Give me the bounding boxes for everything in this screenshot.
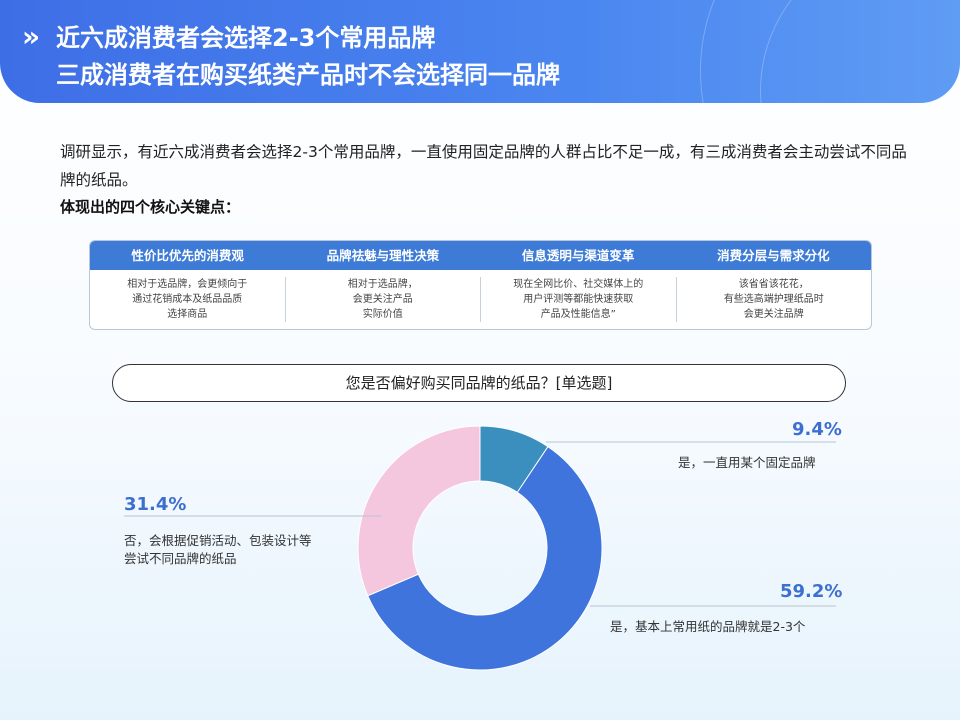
key-point-desc: 相对于选品牌，会更倾向于 通过花销成本及纸品品质 选择商品: [90, 276, 286, 322]
slice-c-label-line1: 否，会根据促销活动、包装设计等: [124, 533, 312, 548]
key-point-title: 品牌祛魅与理性决策: [326, 248, 440, 263]
slice-a-percent: 9.4%: [792, 419, 842, 440]
key-point-title: 消费分层与需求分化: [717, 248, 830, 263]
key-points-heading: 体现出的四个核心关键点：: [60, 198, 241, 216]
donut-slice-1: [367, 445, 603, 671]
header-banner: » 近六成消费者会选择2-3个常用品牌 三成消费者在购买纸类产品时不会选择同一品…: [0, 0, 960, 103]
slice-c-percent: 31.4%: [124, 494, 187, 515]
key-point-desc: 该省省该花花， 有些选高端护理纸品时 会更关注品牌: [723, 278, 824, 320]
intro-paragraph: 调研显示，有近六成消费者会选择2-3个常用品牌，一直使用固定品牌的人群占比不足一…: [60, 143, 907, 189]
slice-a-label: 是，一直用某个固定品牌: [678, 455, 816, 470]
slice-b-percent: 59.2%: [780, 581, 843, 602]
slice-b-label: 是，基本上常用纸的品牌就是2-3个: [610, 619, 806, 634]
slice-c-label-line2: 尝试不同品牌的纸品: [124, 551, 237, 566]
donut-slice-2: [357, 425, 481, 597]
key-point-desc: 相对于选品牌， 会更关注产品 实际价值: [286, 276, 481, 322]
page-title-line1: 近六成消费者会选择2-3个常用品牌: [56, 24, 436, 52]
page-title-line2: 三成消费者在购买纸类产品时不会选择同一品牌: [56, 61, 560, 89]
key-point-desc: 现在全网比价、社交媒体上的 用户评测等都能快速获取 产品及性能信息”: [481, 276, 677, 322]
question-title: 您是否偏好购买同品牌的纸品？[单选题]: [112, 364, 846, 402]
key-points-header-row: 性价比优先的消费观 品牌祛魅与理性决策 信息透明与渠道变革 消费分层与需求分化: [90, 241, 871, 270]
key-point-title: 性价比优先的消费观: [131, 248, 244, 263]
key-points-table: 性价比优先的消费观 品牌祛魅与理性决策 信息透明与渠道变革 消费分层与需求分化 …: [89, 240, 872, 330]
key-points-body-row: 相对于选品牌，会更倾向于 通过花销成本及纸品品质 选择商品 相对于选品牌， 会更…: [90, 270, 871, 328]
key-point-title: 信息透明与渠道变革: [521, 248, 635, 263]
